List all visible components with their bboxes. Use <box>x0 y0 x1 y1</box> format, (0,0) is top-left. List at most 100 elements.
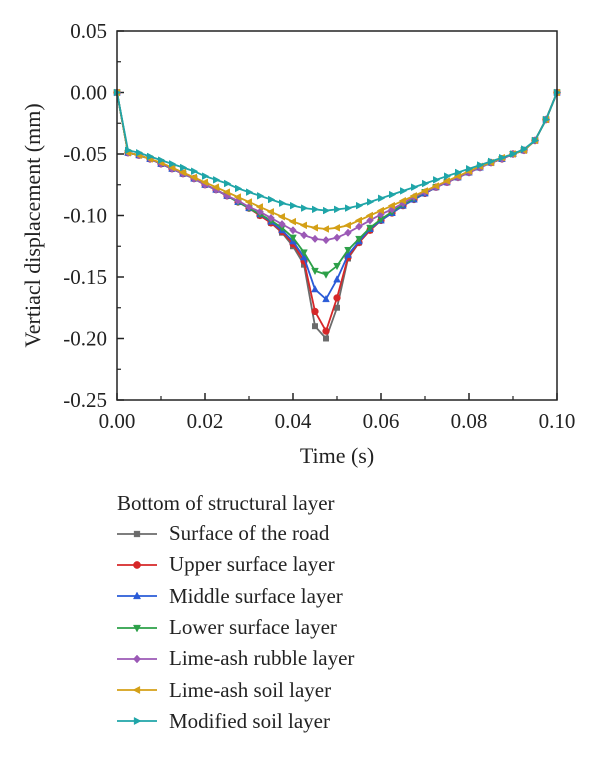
data-point <box>444 172 452 180</box>
y-tick-label: -0.20 <box>63 327 107 351</box>
data-point <box>455 168 463 177</box>
data-point <box>311 234 319 243</box>
legend-label: Lower surface layer <box>169 615 337 640</box>
legend-swatch <box>117 624 157 633</box>
data-point <box>322 271 330 279</box>
data-point <box>333 262 341 271</box>
y-axis-title: Vertiacl displacement (mm) <box>20 103 45 347</box>
data-point <box>211 183 219 192</box>
data-point <box>224 179 232 188</box>
data-point <box>289 234 297 242</box>
data-point <box>322 327 330 335</box>
legend-item: Lime-ash soil layer <box>117 674 577 705</box>
data-point <box>277 212 285 221</box>
data-point <box>400 187 408 195</box>
data-point <box>488 157 496 166</box>
data-point <box>147 152 155 161</box>
series-line <box>116 92 558 276</box>
legend-label: Lime-ash rubble layer <box>169 646 355 671</box>
series-6 <box>114 88 562 215</box>
data-point <box>543 115 551 124</box>
data-point <box>301 204 309 212</box>
data-point <box>499 153 507 162</box>
y-tick-label: -0.15 <box>63 265 107 289</box>
data-point <box>365 211 373 220</box>
data-point <box>366 216 374 225</box>
line-chart: 0.050.00-0.05-0.10-0.15-0.20-0.25 0.00 0.… <box>20 19 576 468</box>
data-point <box>268 195 276 204</box>
legend-item: Lime-ash rubble layer <box>117 643 577 674</box>
data-point <box>279 199 287 208</box>
x-tick-label: 0.00 <box>99 409 136 433</box>
y-tick-label: -0.10 <box>63 204 107 228</box>
data-point <box>521 145 529 153</box>
data-point <box>311 307 319 316</box>
data-point <box>356 201 364 210</box>
legend-label: Lime-ash soil layer <box>169 677 332 702</box>
x-axis-title: Time (s) <box>300 443 374 468</box>
data-point <box>202 172 210 180</box>
data-point <box>387 201 395 210</box>
data-point <box>267 213 275 223</box>
data-point <box>222 188 230 196</box>
data-point <box>213 176 221 184</box>
legend-label: Modified soil layer <box>169 708 330 733</box>
data-point <box>442 177 450 185</box>
x-tick-label: 0.06 <box>363 409 400 433</box>
data-point <box>278 219 286 229</box>
x-tick-label: 0.10 <box>539 409 576 433</box>
data-point <box>409 192 417 200</box>
series-layer <box>112 88 562 342</box>
data-point <box>312 323 318 330</box>
legend: Bottom of structural layer Surface of th… <box>117 488 577 737</box>
legend-item: Upper surface layer <box>117 549 577 580</box>
legend-label: Surface of the road <box>169 521 330 546</box>
legend-title: Bottom of structural layer <box>117 491 335 515</box>
legend-swatch <box>117 530 157 537</box>
legend-items: Surface of the road Upper surface layer Mi… <box>117 518 577 737</box>
x-tick-label: 0.04 <box>275 409 312 433</box>
data-point <box>169 160 177 168</box>
data-point <box>290 201 298 210</box>
data-point <box>366 224 374 233</box>
series-3 <box>113 89 561 279</box>
data-point <box>411 183 419 192</box>
data-point <box>136 148 144 157</box>
data-point <box>344 228 352 237</box>
data-point <box>322 235 330 245</box>
data-point <box>191 167 199 176</box>
x-tick-label: 0.08 <box>451 409 488 433</box>
legend-item: Lower surface layer <box>117 612 577 643</box>
y-tick-label: 0.05 <box>70 19 107 43</box>
data-point <box>178 168 186 177</box>
data-point <box>299 221 307 230</box>
data-point <box>312 205 320 214</box>
data-point <box>376 206 384 215</box>
data-point <box>420 187 428 195</box>
data-point <box>334 205 342 214</box>
data-point <box>344 250 352 258</box>
data-point <box>345 204 353 212</box>
data-point <box>246 188 254 196</box>
data-point <box>355 235 363 244</box>
data-point <box>255 203 263 211</box>
y-tick-label: -0.25 <box>63 388 107 412</box>
legend-swatch <box>117 686 157 695</box>
data-point <box>245 202 253 212</box>
data-point <box>266 207 274 216</box>
data-point <box>333 233 341 242</box>
data-point <box>354 216 362 225</box>
data-point <box>477 161 485 169</box>
data-point <box>367 198 375 206</box>
data-point <box>289 226 297 235</box>
series-0 <box>114 89 560 342</box>
data-point <box>244 198 252 206</box>
data-point <box>233 193 241 201</box>
data-point <box>389 190 397 199</box>
data-point <box>256 207 264 216</box>
data-point <box>310 223 318 232</box>
data-point <box>125 146 133 155</box>
legend-label: Upper surface layer <box>169 552 335 577</box>
data-point <box>333 294 341 302</box>
data-point <box>433 176 441 184</box>
